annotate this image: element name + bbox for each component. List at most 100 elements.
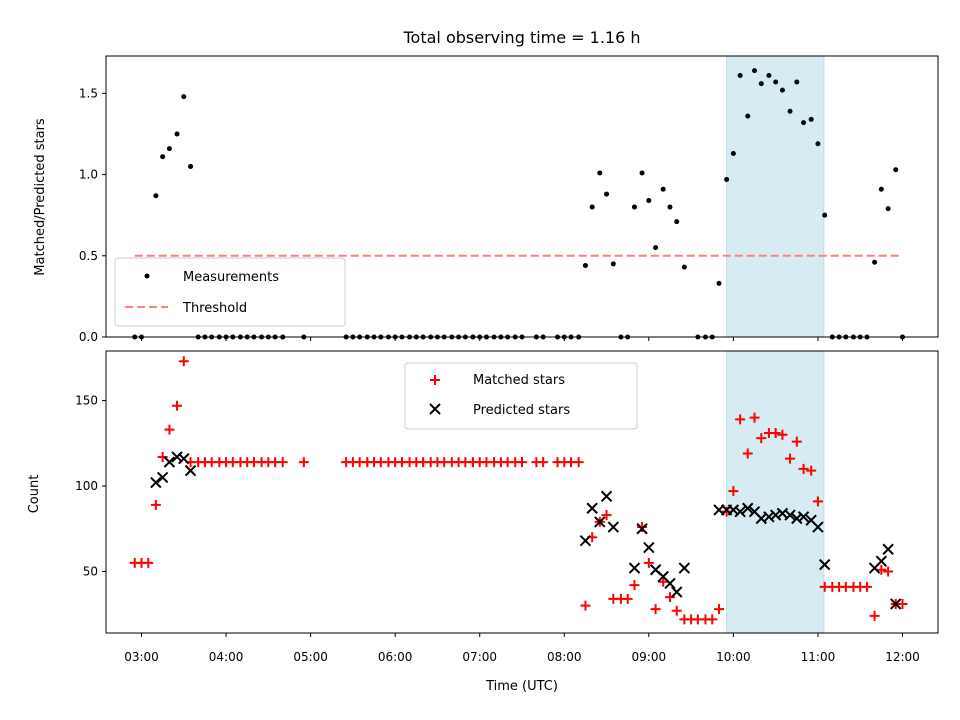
matched-star-point <box>869 610 880 621</box>
matched-star-point <box>714 604 725 615</box>
measurement-point <box>737 72 743 78</box>
predicted-star-point <box>600 490 613 502</box>
matched-star-point <box>164 424 175 435</box>
matched-star-point <box>650 604 661 615</box>
predicted-star-point <box>628 562 641 574</box>
legend-predicted-label: Predicted stars <box>473 403 570 418</box>
matched-star-point <box>629 580 640 591</box>
measurement-point <box>801 120 807 126</box>
matched-star-point <box>806 465 817 476</box>
measurement-point <box>631 204 637 210</box>
predicted-star-point <box>594 516 606 528</box>
x-tick-label: 08:00 <box>547 650 582 664</box>
top-axes-frame <box>105 55 939 338</box>
legend-measurements-marker <box>144 273 150 279</box>
x-tick-label: 09:00 <box>632 650 667 664</box>
matched-star-point <box>798 463 809 474</box>
measurement-point <box>745 113 751 119</box>
measurement-point <box>674 219 680 225</box>
predicted-star-point <box>784 509 796 521</box>
measurement-point <box>724 176 730 182</box>
measurement-point <box>160 154 166 160</box>
matched-star-point <box>573 457 584 468</box>
matched-star-point <box>770 428 781 439</box>
matched-star-point <box>756 433 767 444</box>
predicted-star-point <box>579 535 592 547</box>
measurement-point <box>653 245 659 251</box>
matched-star-point <box>517 457 527 468</box>
measurement-point <box>815 141 821 147</box>
matched-star-point <box>658 576 669 587</box>
bottom-y-axis-label: Count <box>27 475 42 514</box>
bottom-legend: Matched stars Predicted stars <box>404 362 638 430</box>
predicted-star-point <box>797 511 810 523</box>
x-tick-label: 03:00 <box>124 650 159 664</box>
matched-star-point <box>777 429 788 440</box>
measurement-point <box>639 170 645 176</box>
measurement-point <box>597 170 603 176</box>
x-tick-label: 07:00 <box>462 650 497 664</box>
measurement-point <box>589 204 595 210</box>
measurement-point <box>681 264 687 270</box>
measurement-point <box>188 163 194 169</box>
legend-predicted-marker <box>429 403 441 415</box>
matched-star-point <box>812 496 823 507</box>
measurement-point <box>766 72 772 78</box>
legend-matched-marker <box>430 375 440 385</box>
measurement-point <box>758 81 764 87</box>
matched-star-point <box>664 592 675 603</box>
measurement-point <box>646 198 652 204</box>
top-legend: Measurements Threshold <box>114 257 346 327</box>
matched-star-point <box>735 414 746 425</box>
predicted-stars-series <box>150 451 902 610</box>
measurement-point <box>610 261 616 267</box>
bottom-axes-frame <box>105 350 939 634</box>
y-tick-label: 100 <box>75 479 98 493</box>
measurement-point <box>787 108 793 114</box>
predicted-star-point <box>791 512 803 525</box>
measurement-point <box>752 68 758 74</box>
matched-star-point <box>671 605 682 616</box>
measurement-point <box>893 167 899 173</box>
measurement-point <box>730 150 736 156</box>
matched-star-point <box>742 448 753 459</box>
measurement-point <box>153 193 159 199</box>
matched-star-point <box>150 499 161 510</box>
measurement-point <box>822 212 828 218</box>
x-tick-label: 11:00 <box>801 650 836 664</box>
matched-stars-series <box>129 356 908 625</box>
matched-star-point <box>707 614 718 625</box>
predicted-star-point <box>163 456 176 468</box>
top-legend-frame <box>114 257 346 327</box>
predicted-star-point <box>812 521 824 533</box>
matched-star-point <box>178 356 189 367</box>
y-tick-label: 0.5 <box>79 249 98 263</box>
measurement-point <box>885 206 891 212</box>
top-x-axis-ticks <box>141 337 903 341</box>
y-tick-label: 150 <box>75 394 98 408</box>
measurement-point <box>794 79 800 85</box>
top-y-axis-ticks: 0.0 0.5 1.0 1.5 <box>79 86 106 344</box>
predicted-star-point <box>156 471 169 484</box>
measurement-point <box>716 280 722 286</box>
measurement-point <box>872 259 878 265</box>
matched-star-point <box>172 400 183 411</box>
measurement-point <box>604 191 610 197</box>
matched-star-point <box>622 593 633 604</box>
predicted-star-point <box>678 562 691 574</box>
predicted-star-point <box>586 502 598 514</box>
measurement-point <box>667 204 673 210</box>
measurement-point <box>808 116 814 122</box>
bottom-y-axis-ticks: 50 100 150 <box>75 394 106 578</box>
x-tick-label: 12:00 <box>885 650 920 664</box>
matched-star-point <box>580 600 591 611</box>
matched-star-point <box>157 451 168 462</box>
measurement-point <box>181 94 187 100</box>
matched-star-point <box>883 566 894 577</box>
predicted-star-point <box>671 586 683 598</box>
predicted-star-point <box>607 521 620 533</box>
predicted-star-point <box>664 577 676 590</box>
predicted-star-point <box>818 558 831 571</box>
matched-star-point <box>298 457 309 468</box>
